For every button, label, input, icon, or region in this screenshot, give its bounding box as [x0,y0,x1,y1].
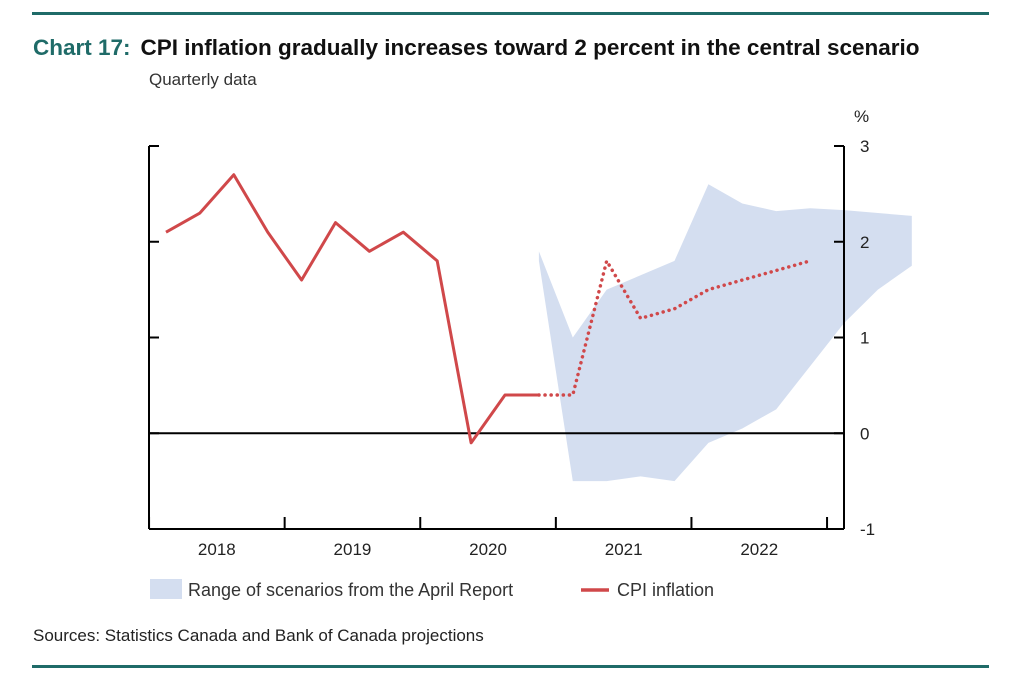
y-tick-label: 3 [860,137,869,156]
bottom-rule [32,665,989,668]
scenario-range-band [538,184,912,482]
y-tick-label: 0 [860,424,869,443]
x-tick-label: 2019 [334,540,372,559]
x-tick-label: 2021 [605,540,643,559]
y-tick-label: -1 [860,520,875,539]
top-rule [32,12,989,15]
x-tick-label: 2018 [198,540,236,559]
y-tick-label: 2 [860,233,869,252]
legend-band-swatch [150,579,182,599]
legend-line-label: CPI inflation [617,580,714,600]
cpi-inflation-projection-line [537,259,812,397]
chart-title: Chart 17: CPI inflation gradually increas… [33,35,920,61]
axis-layer: -1 0 1 2 3% 2018 2019 2020 2021 2022 [148,107,875,559]
y-tick-label: 1 [860,329,869,348]
chart-subtitle: Quarterly data [149,70,257,89]
x-tick-label: 2022 [740,540,778,559]
x-tick-label: 2020 [469,540,507,559]
band-layer [538,184,912,482]
legend-band-label: Range of scenarios from the April Report [188,580,513,600]
line-layer [165,173,812,445]
y-unit-label: % [854,107,869,126]
sources-note: Sources: Statistics Canada and Bank of C… [33,626,484,645]
chart-number: Chart 17: [33,35,131,60]
cpi-inflation-line [165,173,539,445]
legend: Range of scenarios from the April Report… [150,579,714,600]
chart-title-text: CPI inflation gradually increases toward… [140,35,920,60]
